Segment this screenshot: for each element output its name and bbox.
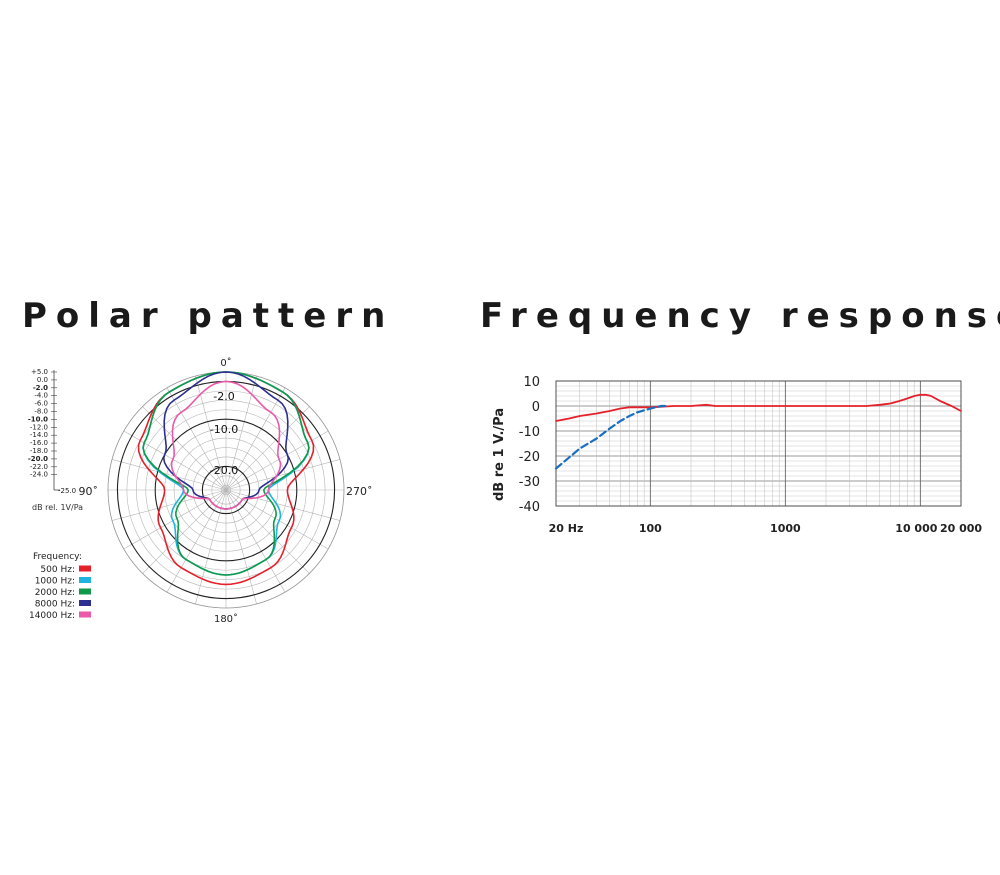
polar-spoke: [225, 459, 341, 491]
x-tick-labels: 20 Hz 100 1000 10 000 20 000: [549, 522, 983, 535]
frequency-response-title: Frequency response: [480, 296, 1000, 336]
polar-series-2000-hz: [142, 371, 310, 576]
y-tick-label: 0: [532, 400, 540, 415]
legend-swatch: [79, 565, 91, 572]
polar-spoke: [111, 489, 227, 521]
db-scale-label: -8.0: [34, 408, 48, 416]
db-scale-label: -14.0: [30, 431, 48, 439]
db-scale-label: 0.0: [37, 376, 48, 384]
angle-label-0: 0˚: [220, 357, 231, 369]
legend-label: 14000 Hz:: [29, 611, 75, 621]
y-tick-label: 10: [523, 375, 540, 390]
y-axis-label: dB re 1 V./Pa: [492, 408, 507, 501]
frequency-response-chart: 100-10-20-30-40 20 Hz 100 1000 10 000 20 000…: [492, 375, 983, 535]
polar-ring: [201, 465, 251, 515]
legend-title: Frequency:: [33, 552, 82, 562]
db-scale-label: -18.0: [30, 447, 48, 455]
db-scale-label: -2.0: [33, 384, 48, 392]
polar-ring: [145, 409, 307, 571]
db-scale-label: -22.0: [30, 463, 48, 471]
polar-spoke: [142, 489, 227, 574]
db-scale-label: -25.0: [58, 487, 76, 495]
angle-label-270: 270˚: [346, 485, 373, 498]
polar-pattern-title: Polar pattern: [22, 296, 395, 336]
db-scale-unit: dB rel. 1V/Pa: [32, 503, 83, 512]
y-tick-labels: 10 0 -10 -20 -30 -40: [519, 375, 540, 515]
polar-ring: [220, 484, 232, 496]
legend-swatch: [79, 600, 91, 606]
freq-plot-frame: [555, 380, 962, 507]
polar-ring: [126, 390, 326, 590]
x-tick-label: 1000: [770, 522, 801, 535]
x-tick-label: 20 Hz: [549, 522, 584, 535]
polar-spoke: [166, 387, 227, 491]
frequency-grid: [555, 380, 962, 507]
legend-swatch: [79, 611, 91, 618]
ring-label-2: -2.0: [213, 390, 234, 403]
polar-spoke: [225, 489, 341, 521]
db-scale-label: -6.0: [34, 400, 48, 408]
polar-series-14000-hz: [170, 380, 282, 510]
y-tick-label: -10: [519, 425, 540, 440]
ring-label-10: -10.0: [210, 423, 238, 436]
db-scale-label: -20.0: [28, 455, 48, 463]
db-scale-label: -12.0: [30, 423, 48, 431]
y-tick-label: -20: [519, 450, 540, 465]
db-scale-label: -10.0: [28, 415, 48, 423]
db-scale-label: -24.0: [30, 471, 48, 479]
y-tick-label: -30: [519, 475, 540, 490]
polar-spoke: [225, 489, 310, 574]
x-tick-label: 20 000: [940, 522, 982, 535]
legend-label: 8000 Hz:: [35, 600, 75, 610]
polar-spoke: [225, 489, 257, 605]
polar-pattern-chart: 0˚ 90˚ 270˚ 180˚ -2.0 -10.0 -20.0 +5.00.…: [28, 357, 373, 625]
polar-series-500-hz: [137, 371, 315, 586]
frequency-curve-dashed: [554, 404, 667, 470]
polar-series: [137, 371, 315, 586]
polar-spoke: [225, 406, 310, 491]
polar-spoke: [195, 489, 227, 605]
polar-ring: [136, 400, 316, 580]
polar-ring: [154, 418, 298, 562]
polar-ring: [173, 437, 279, 543]
frequency-series: [554, 393, 962, 470]
frequency-curve: [555, 393, 962, 422]
polar-grid: [107, 371, 345, 609]
legend-label: 500 Hz:: [40, 565, 75, 575]
db-scale-label: -16.0: [30, 439, 48, 447]
ring-label-20: -20.0: [210, 464, 238, 477]
legend-swatch: [79, 577, 91, 583]
polar-spoke: [142, 406, 227, 491]
x-tick-label: 10 000: [895, 522, 937, 535]
angle-label-90: 90˚: [79, 485, 99, 498]
polar-spoke: [111, 459, 227, 491]
legend-label: 2000 Hz:: [35, 588, 75, 598]
y-tick-label: -40: [519, 500, 540, 515]
db-scale-label: -4.0: [34, 392, 48, 400]
db-scale-label: +5.0: [31, 368, 48, 376]
polar-ring: [211, 475, 241, 505]
legend-label: 1000 Hz:: [35, 577, 75, 587]
frequency-legend: 500 Hz: 1000 Hz:2000 Hz: 8000 Hz:14000 Hz:: [29, 565, 91, 621]
x-tick-label: 100: [639, 522, 662, 535]
legend-swatch: [79, 588, 91, 595]
angle-label-180: 180˚: [214, 613, 238, 625]
polar-spoke: [225, 387, 286, 491]
db-scale: +5.00.0-2.0-4.0-6.0-8.0-10.0-12.0-14.0-1…: [28, 368, 76, 495]
